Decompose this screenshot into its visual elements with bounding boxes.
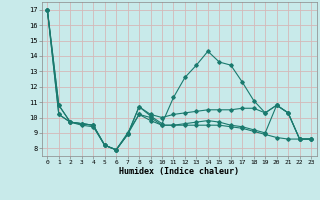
- X-axis label: Humidex (Indice chaleur): Humidex (Indice chaleur): [119, 167, 239, 176]
